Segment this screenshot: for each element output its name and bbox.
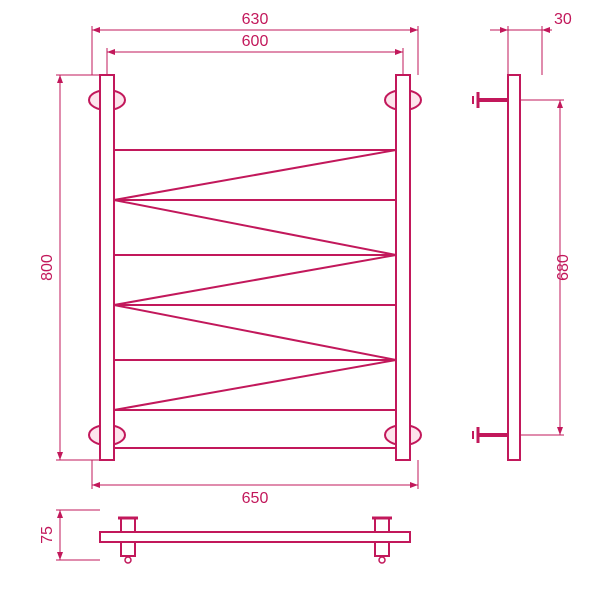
side-view bbox=[473, 75, 520, 460]
top-bar bbox=[100, 532, 410, 542]
rail-left bbox=[100, 75, 114, 460]
connector-up bbox=[121, 518, 135, 532]
top-view bbox=[100, 518, 410, 563]
connector-down bbox=[375, 542, 389, 556]
diagonal bbox=[114, 200, 396, 255]
svg-text:630: 630 bbox=[242, 11, 269, 28]
diagonal bbox=[114, 150, 396, 200]
svg-text:680: 680 bbox=[555, 254, 572, 281]
svg-text:75: 75 bbox=[39, 526, 56, 544]
diagonal bbox=[114, 255, 396, 305]
side-rail bbox=[508, 75, 520, 460]
diagonal bbox=[114, 305, 396, 360]
rail-right bbox=[396, 75, 410, 460]
connector-down bbox=[121, 542, 135, 556]
connector-up bbox=[375, 518, 389, 532]
svg-text:650: 650 bbox=[242, 490, 269, 507]
front-view bbox=[89, 75, 421, 460]
diagonal bbox=[114, 360, 396, 410]
svg-text:30: 30 bbox=[554, 11, 572, 28]
svg-text:800: 800 bbox=[39, 254, 56, 281]
svg-text:600: 600 bbox=[242, 33, 269, 50]
